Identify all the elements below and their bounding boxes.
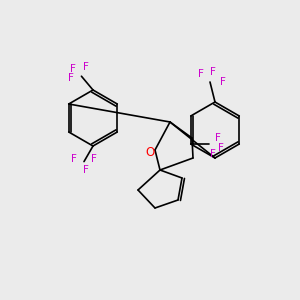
- Text: O: O: [146, 146, 154, 160]
- Text: F: F: [83, 165, 89, 175]
- Text: F: F: [91, 154, 97, 164]
- Text: F: F: [215, 133, 221, 143]
- Text: F: F: [83, 62, 89, 72]
- Text: F: F: [220, 77, 226, 87]
- Text: F: F: [218, 143, 224, 153]
- Text: F: F: [210, 149, 216, 159]
- Text: F: F: [198, 69, 204, 79]
- Text: F: F: [68, 73, 74, 83]
- Text: F: F: [71, 154, 77, 164]
- Text: F: F: [70, 64, 76, 74]
- Text: F: F: [210, 67, 216, 77]
